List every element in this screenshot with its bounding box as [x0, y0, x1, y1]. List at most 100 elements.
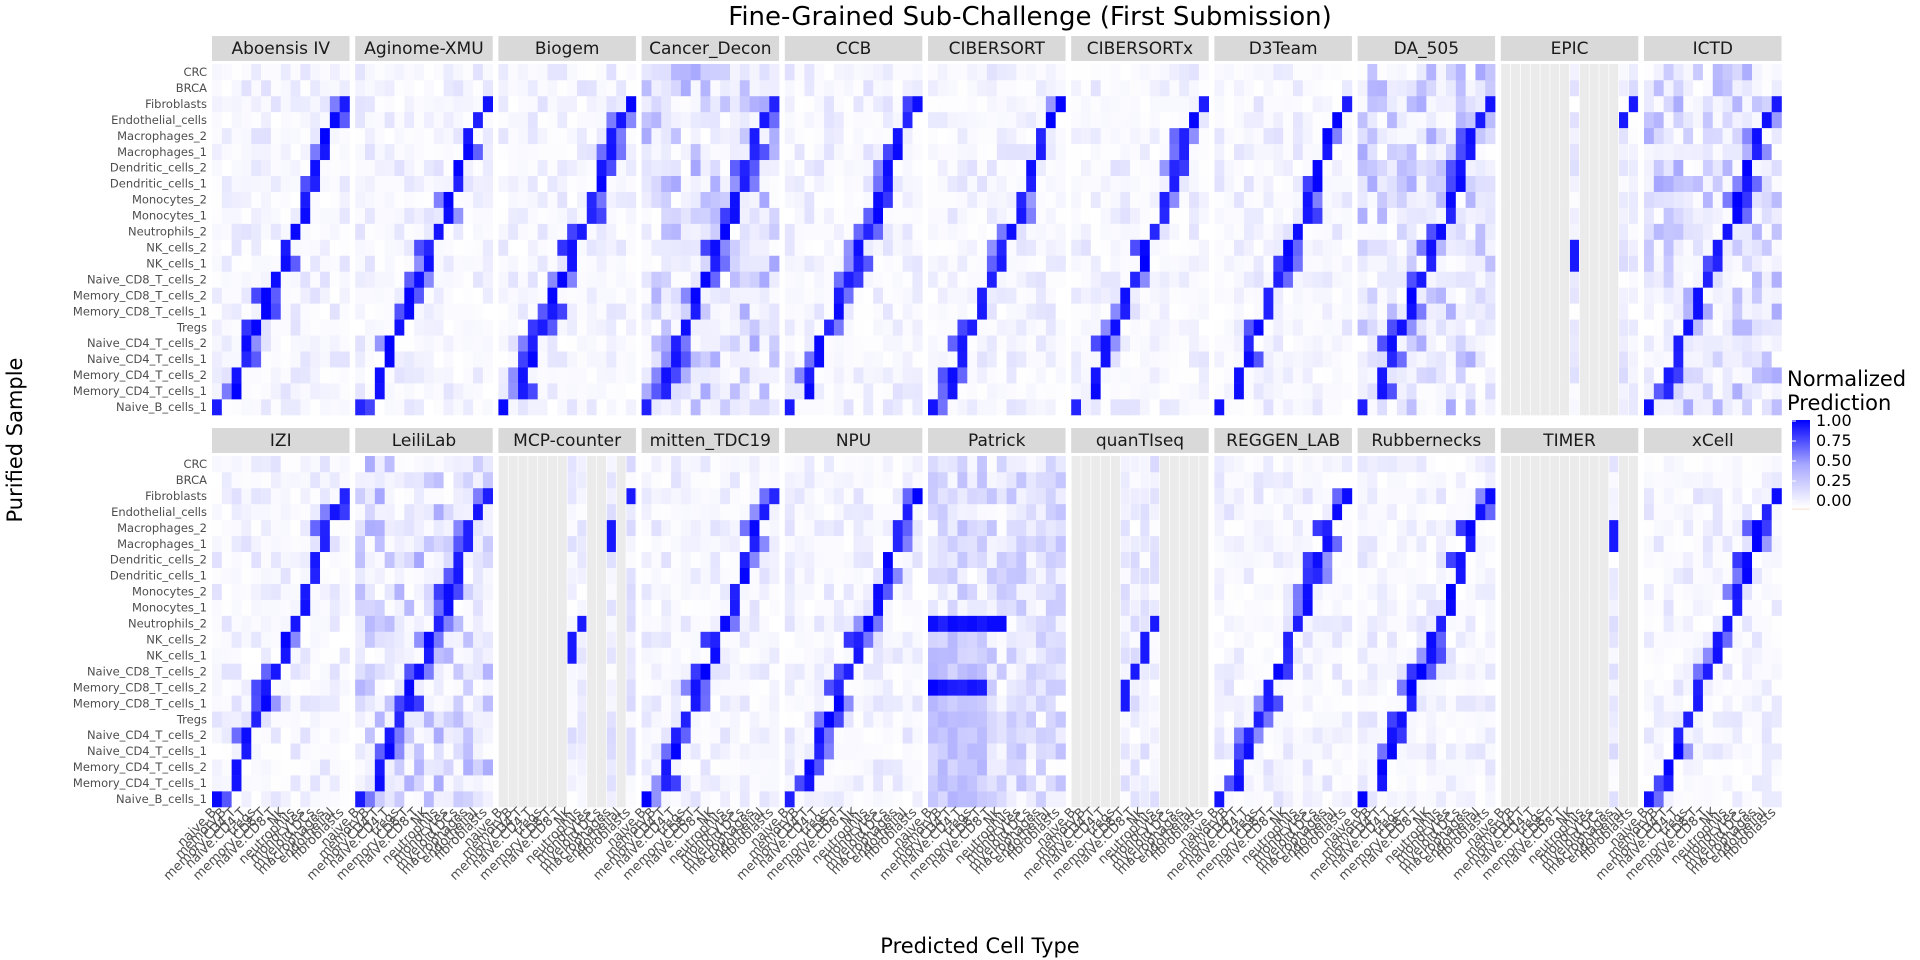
- heatmap-cell: [1234, 175, 1245, 192]
- heatmap-cell: [567, 223, 578, 240]
- heatmap-cell: [586, 519, 597, 537]
- heatmap-cell: [690, 287, 701, 304]
- heatmap-cell: [482, 631, 493, 648]
- heatmap-cell: [1159, 255, 1170, 272]
- heatmap-cell: [720, 631, 731, 648]
- heatmap-cell: [843, 95, 854, 113]
- heatmap-cell: [1510, 287, 1521, 304]
- heatmap-cell: [1520, 351, 1531, 368]
- heatmap-cell: [482, 207, 493, 224]
- heatmap-cell: [1169, 383, 1180, 400]
- heatmap-cell: [1465, 303, 1476, 320]
- heatmap-cell: [739, 727, 750, 744]
- heatmap-cell: [784, 759, 795, 776]
- heatmap-cell: [1253, 95, 1264, 113]
- heatmap-cell: [1198, 207, 1209, 224]
- heatmap-cell: [596, 663, 607, 680]
- heatmap-cell: [1628, 111, 1639, 129]
- heatmap-cell: [1663, 127, 1674, 145]
- heatmap-cell: [251, 64, 262, 81]
- heatmap-cell: [729, 64, 741, 81]
- heatmap-cell: [1139, 351, 1151, 368]
- heatmap-cell: [1644, 207, 1655, 224]
- heatmap-cell: [567, 583, 578, 600]
- heatmap-cell: [443, 271, 454, 288]
- heatmap-cell: [1618, 223, 1629, 240]
- heatmap-cell: [616, 287, 627, 304]
- heatmap-cell: [414, 711, 425, 728]
- heatmap-cell: [547, 159, 558, 176]
- heatmap-cell: [1090, 223, 1101, 240]
- heatmap-cell: [1569, 271, 1580, 288]
- heatmap-cell: [1071, 255, 1082, 272]
- heatmap-cell: [473, 567, 484, 584]
- heatmap-cell: [498, 191, 509, 208]
- heatmap-cell: [1071, 239, 1082, 256]
- heatmap-cell: [1761, 207, 1772, 224]
- heatmap-cell: [1569, 303, 1580, 320]
- heatmap-cell: [212, 367, 223, 384]
- heatmap-cell: [1445, 207, 1457, 224]
- heatmap-cell: [833, 743, 845, 760]
- heatmap-cell: [1312, 95, 1323, 113]
- heatmap-cell: [1559, 175, 1570, 192]
- heatmap-cell: [1579, 239, 1590, 256]
- heatmap-cell: [1752, 351, 1763, 368]
- heatmap-cell: [280, 775, 291, 792]
- heatmap-cell: [1436, 319, 1447, 336]
- heatmap-cell: [1465, 287, 1476, 304]
- heatmap-cell: [365, 695, 376, 712]
- heatmap-cell: [1436, 399, 1447, 416]
- y-tick-label: Naive_CD8_T_cells_2: [87, 272, 207, 286]
- heatmap-cell: [1292, 255, 1304, 272]
- heatmap-cell: [596, 647, 607, 664]
- heatmap-cell: [680, 711, 692, 728]
- heatmap-cell: [671, 647, 682, 664]
- heatmap-cell: [729, 583, 741, 600]
- heatmap-cell: [892, 367, 903, 384]
- heatmap-cell: [1683, 79, 1694, 97]
- heatmap-cell: [902, 647, 913, 664]
- heatmap-cell: [1322, 111, 1333, 129]
- heatmap-cell: [661, 287, 672, 304]
- heatmap-cell: [937, 255, 948, 272]
- heatmap-cell: [527, 695, 538, 712]
- heatmap-cell: [606, 287, 617, 304]
- heatmap-cell: [902, 127, 913, 145]
- heatmap-cell: [212, 551, 223, 568]
- heatmap-cell: [1628, 95, 1639, 113]
- y-tick-label: Macrophages_2: [117, 129, 207, 143]
- heatmap-cell: [833, 791, 845, 808]
- heatmap-cell: [710, 239, 721, 256]
- heatmap-cell: [1693, 383, 1704, 400]
- heatmap-cell: [567, 471, 578, 489]
- heatmap-cell: [1016, 303, 1027, 320]
- heatmap-cell: [1198, 383, 1209, 400]
- heatmap-cell: [414, 695, 425, 712]
- heatmap-cell: [769, 487, 780, 505]
- heatmap-cell: [759, 456, 770, 473]
- heatmap-cell: [784, 127, 795, 145]
- heatmap-cell: [710, 271, 721, 288]
- heatmap-cell: [769, 599, 780, 616]
- heatmap-cell: [463, 567, 474, 584]
- heatmap-cell: [394, 143, 405, 161]
- heatmap-cell: [626, 471, 637, 489]
- heatmap-cell: [1110, 175, 1121, 192]
- heatmap-cell: [804, 303, 815, 320]
- heatmap-cell: [518, 319, 529, 336]
- heatmap-cell: [680, 487, 692, 505]
- heatmap-cell: [759, 775, 770, 792]
- heatmap-cell: [892, 647, 903, 664]
- heatmap-cell: [1189, 255, 1200, 272]
- heatmap-cell: [883, 695, 894, 712]
- heatmap-cell: [339, 567, 350, 584]
- heatmap-cell: [892, 159, 903, 176]
- heatmap-cell: [433, 223, 444, 240]
- heatmap-cell: [749, 567, 760, 584]
- heatmap-cell: [518, 111, 529, 129]
- heatmap-cell: [1224, 95, 1235, 113]
- heatmap-cell: [1283, 207, 1294, 224]
- heatmap-cell: [912, 727, 923, 744]
